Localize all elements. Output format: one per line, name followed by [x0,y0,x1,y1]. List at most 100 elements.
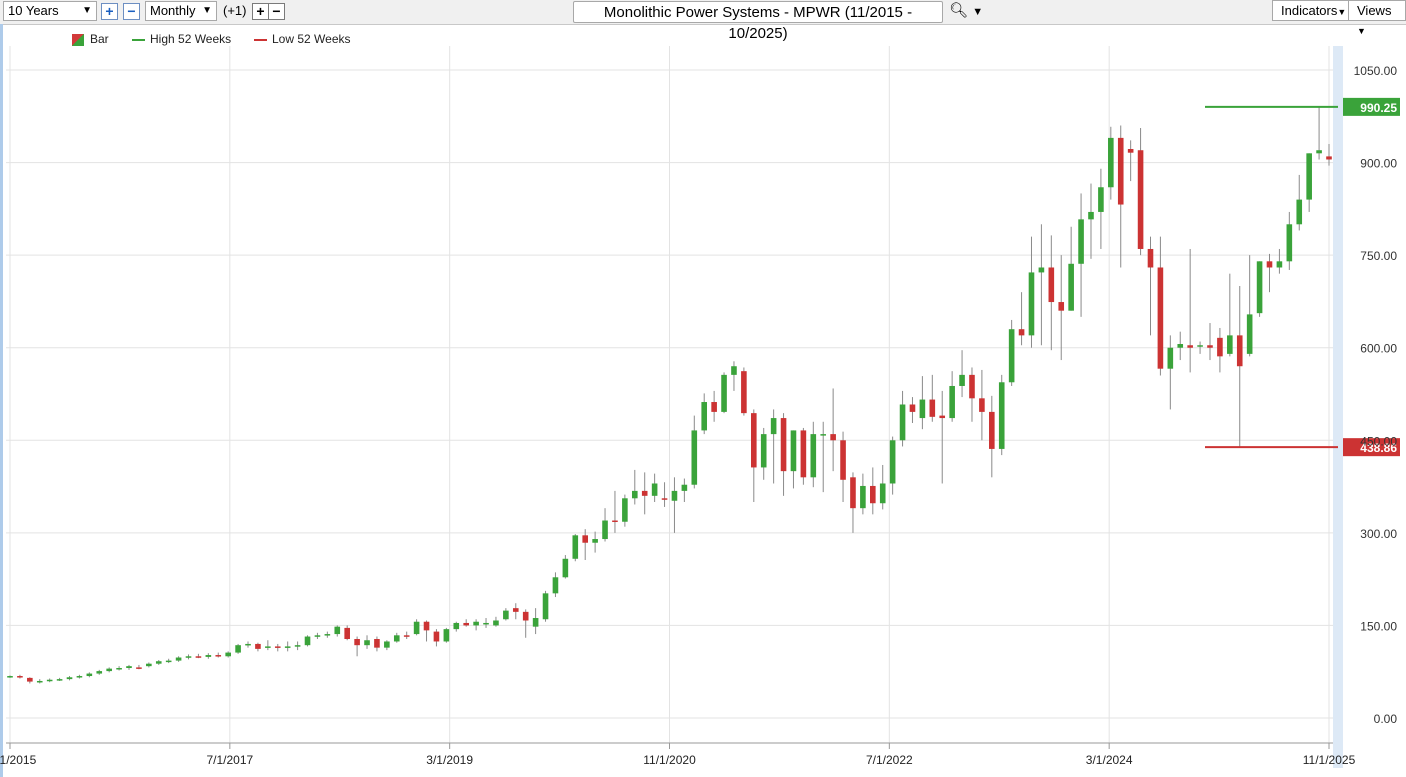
interval-select[interactable]: Monthly ▼ [145,1,217,21]
candle-body [919,399,926,419]
candle-body [532,618,539,627]
candle-body [1167,347,1174,369]
candle-body [265,646,271,648]
low-52w-badge [1343,438,1400,457]
views-button[interactable]: Views ▼ [1348,0,1406,36]
chevron-down-icon: ▼ [1357,26,1366,36]
candle-body [552,577,559,594]
bar-icon [72,33,84,46]
x-tick-label: 7/1/2022 [866,753,913,767]
candle-body [66,677,73,680]
candle-body [929,399,936,417]
range-select[interactable]: 10 Years ▼ [3,1,97,21]
offset-increase-button[interactable]: + [252,3,269,20]
candle-body [681,484,688,491]
candle-body [7,676,13,678]
candle-body [126,666,132,669]
line-icon [132,38,145,41]
interval-value: Monthly [150,3,196,18]
y-tick-label: 1050.00 [1354,64,1398,78]
candle-body [1217,337,1223,357]
indicators-button[interactable]: Indicators▼ [1272,0,1356,21]
line-icon [254,38,267,41]
left-border [0,24,3,777]
y-tick-label: 450.00 [1360,434,1397,448]
candle-body [1028,272,1035,336]
candle-body [17,676,23,678]
candle-body [750,413,757,468]
price-chart[interactable]: 990.25 438.86 0.00 150.00 300.00 450.00 600.0… [0,24,1406,777]
candle-body [1316,150,1322,154]
candle-body [989,411,995,449]
offset-decrease-button[interactable]: − [268,3,285,20]
level-lines: 990.25 438.86 [1205,97,1400,457]
legend-high[interactable]: High 52 Weeks [132,32,231,46]
legend-low-label: Low 52 Weeks [272,32,351,46]
x-axis: 11/1/2015 7/1/2017 3/1/2019 11/1/2020 7/1/20… [0,742,1356,767]
candle-body [1227,335,1233,354]
x-tick-label: 11/1/2020 [643,753,696,767]
candles [7,107,1332,684]
chevron-down-icon: ▼ [1337,7,1347,17]
candle-body [463,622,469,626]
x-tick-label: 3/1/2024 [1086,753,1133,767]
candle-body [979,398,985,412]
legend-bar[interactable]: Bar [72,32,109,46]
range-value: 10 Years [8,3,59,18]
candle-body [1137,150,1144,249]
candle-body [1058,302,1065,311]
chevron-down-icon: ▼ [202,5,212,16]
candle-body [760,434,767,468]
zoom-in-button[interactable]: + [101,3,118,20]
candle-body [998,382,1005,449]
candle-body [661,498,668,500]
chart-title[interactable]: Monolithic Power Systems - MPWR (11/2015… [573,1,943,42]
candle-body [870,485,876,504]
legend-low[interactable]: Low 52 Weeks [254,32,351,46]
y-tick-label: 0.00 [1374,712,1398,726]
candle-body [225,652,231,657]
candle-body [1008,329,1015,383]
candle-body [235,645,241,653]
toolbar: 10 Years ▼ + − Monthly ▼ (+1) + − Monolith… [0,0,1406,42]
candle-body [433,631,440,642]
candle-body [899,404,906,441]
plot-edge [1333,46,1343,768]
candle-body [840,440,846,480]
candle-body [393,635,400,642]
candle-body [27,677,33,682]
candle-body [304,636,311,646]
candle-body [116,668,122,670]
candle-body [1197,345,1203,347]
minus-icon: − [272,3,281,19]
candle-body [215,655,222,657]
zoom-out-button[interactable]: − [123,3,140,20]
legend-bar-label: Bar [90,32,109,46]
candle-body [1306,153,1312,200]
candle-body [780,418,787,472]
candle-body [731,366,737,375]
candle-body [622,498,628,522]
candle-body [403,635,410,637]
candle-body [1048,267,1055,303]
candle-body [542,593,549,620]
candle-body [1018,329,1025,336]
y-tick-label: 300.00 [1360,527,1397,541]
minus-icon: − [127,3,136,19]
candle-body [741,371,747,414]
search-button[interactable]: 🔍︎ ▼ [949,1,983,19]
candle-body [1088,211,1094,220]
candle-body [790,430,797,472]
candle-body [850,477,856,509]
candle-body [185,656,192,658]
candle-body [909,404,916,412]
candle-body [413,621,420,635]
candle-body [334,626,341,635]
high-52w-badge [1343,97,1400,116]
candle-body [1177,344,1184,348]
plus-icon: + [105,3,114,19]
x-tick-label: 3/1/2019 [426,753,473,767]
x-tick-label: 11/1/2015 [0,753,37,767]
candle-body [1187,345,1193,348]
candle-body [284,646,291,648]
